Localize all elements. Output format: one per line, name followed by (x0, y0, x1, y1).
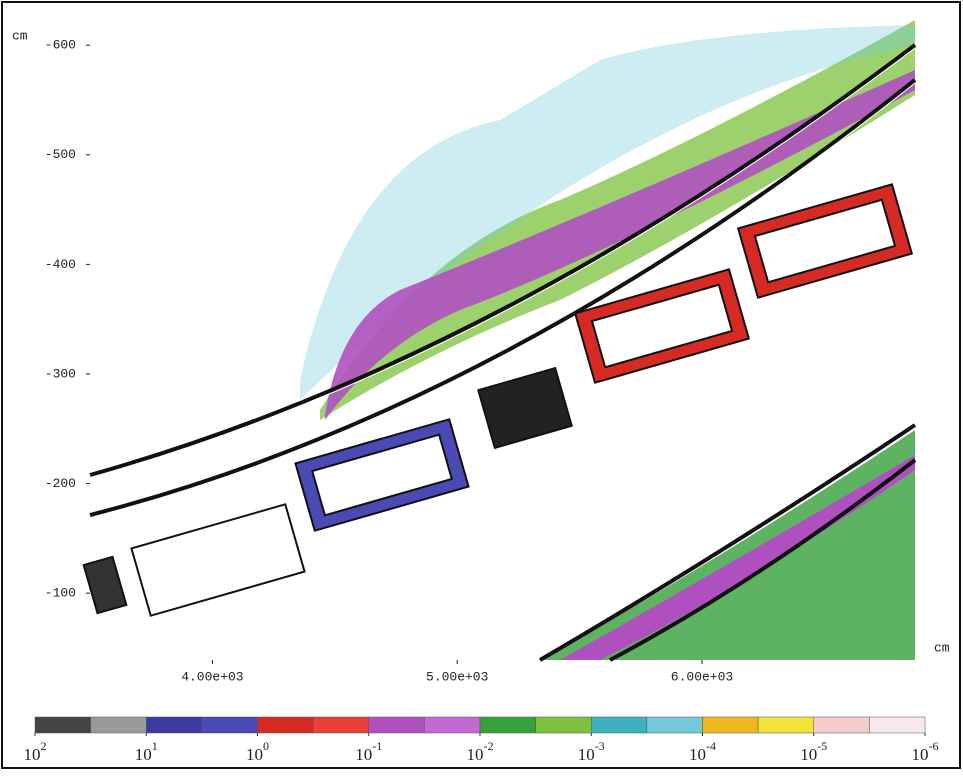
y-tick-label: -100 (45, 586, 76, 601)
colorbar-label-exponent: -4 (706, 739, 716, 753)
magnet (310, 433, 454, 517)
colorbar-label-base: 10 (467, 745, 484, 764)
colorbar-tick-label: 10-4 (689, 739, 716, 764)
colorbar-label-exponent: -1 (372, 739, 382, 753)
magnet (753, 198, 897, 284)
magnet (590, 283, 734, 369)
field-region (300, 25, 915, 400)
y-tick-label: -400 (45, 257, 76, 272)
colorbar-segment (34, 716, 91, 734)
colorbar-label-base: 10 (912, 745, 929, 764)
x-tick-label: 5.00e+03 (426, 669, 488, 684)
colorbar-segment (702, 716, 759, 734)
colorbar-tick-label: 102 (24, 739, 47, 764)
colorbar-segment (479, 716, 536, 734)
colorbar-label-base: 10 (24, 745, 41, 764)
x-axis-label: cm (934, 640, 950, 655)
beam-pipe (89, 78, 917, 517)
colorbar-segment (368, 716, 425, 734)
colorbar-tick-label: 10-5 (800, 739, 827, 764)
colorbar-segment (757, 716, 814, 734)
colorbar-segment (646, 716, 703, 734)
colorbar-segment (591, 716, 648, 734)
colorbar: 102 101 100 10-1 10-2 10-3 10-4 10-5 10-6 (24, 716, 939, 764)
colorbar-segment (201, 716, 258, 734)
colorbar-label-base: 10 (578, 745, 595, 764)
colorbar-segment (90, 716, 147, 734)
beam-pipe (609, 458, 917, 662)
colorbar-tick-label: 10-1 (355, 739, 382, 764)
colorbar-label-exponent: -2 (484, 739, 494, 753)
colorbar-tick-label: 100 (246, 739, 269, 764)
colorbar-segment (869, 716, 926, 734)
y-tick-label: -600 (45, 38, 76, 53)
colorbar-segment (146, 716, 203, 734)
field-region (540, 430, 915, 660)
y-tick-label: -500 (45, 147, 76, 162)
colorbar-label-exponent: -5 (817, 739, 827, 753)
field-region (325, 70, 915, 420)
magnet (82, 555, 128, 615)
colorbar-label-base: 10 (689, 745, 706, 764)
beam-pipe (89, 47, 916, 479)
colorbar-label-exponent: 1 (152, 739, 158, 753)
colorbar-label-base: 10 (135, 745, 152, 764)
y-axis-label: cm (12, 28, 28, 43)
magnet (477, 366, 573, 450)
colorbar-label-exponent: 2 (41, 739, 47, 753)
colorbar-segment (424, 716, 481, 734)
colorbar-label-base: 10 (246, 745, 263, 764)
x-tick-label: 6.00e+03 (671, 669, 733, 684)
colorbar-tick-label: 10-2 (467, 739, 494, 764)
y-tick-label: -200 (45, 476, 76, 491)
colorbar-label-base: 10 (355, 745, 372, 764)
colorbar-segment (312, 716, 369, 734)
y-tick-label: -300 (45, 366, 76, 381)
colorbar-segment (257, 716, 314, 734)
beam-pipe (89, 43, 917, 477)
colorbar-label-exponent: 0 (263, 739, 269, 753)
magnet (130, 503, 306, 617)
colorbar-label-exponent: -3 (595, 739, 605, 753)
colorbar-segment (813, 716, 870, 734)
colorbar-label-exponent: -6 (929, 739, 939, 753)
x-tick-label: 4.00e+03 (181, 669, 243, 684)
colorbar-tick-label: 10-6 (912, 739, 939, 764)
colorbar-segment (535, 716, 592, 734)
field-map (82, 20, 917, 662)
beam-pipe (538, 423, 917, 662)
colorbar-tick-label: 10-3 (578, 739, 605, 764)
colorbar-label-base: 10 (800, 745, 817, 764)
beam-pipe (89, 82, 916, 519)
colorbar-tick-label: 101 (135, 739, 158, 764)
